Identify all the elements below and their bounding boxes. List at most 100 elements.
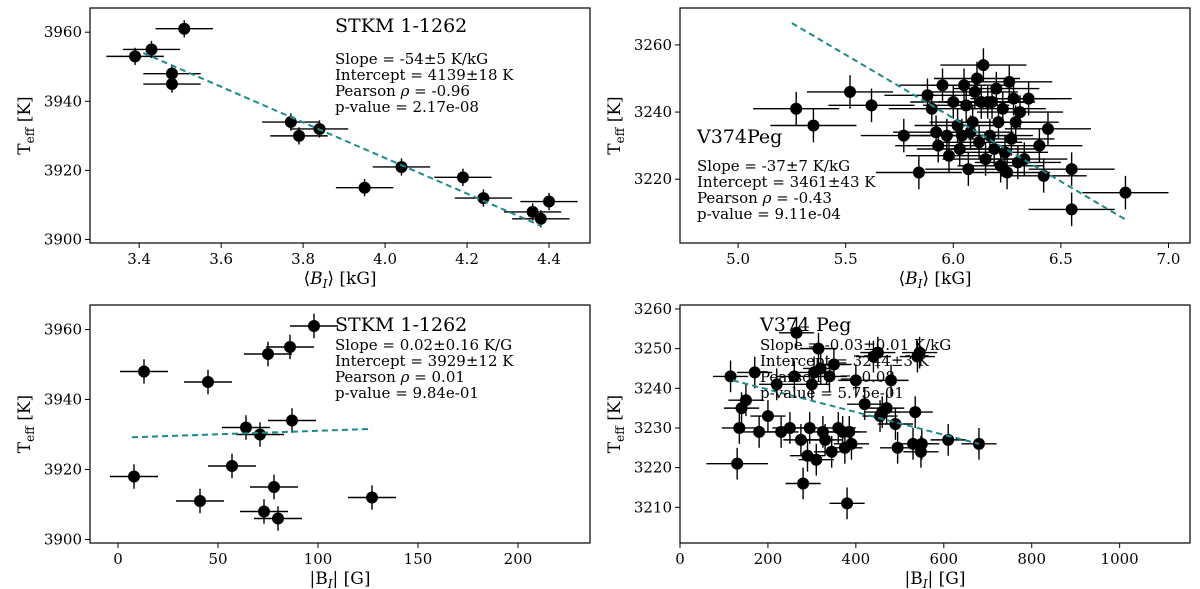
data-point (996, 128, 1083, 163)
point-marker (880, 402, 893, 415)
data-point (236, 422, 284, 447)
plot-frame (89, 304, 591, 544)
point-marker (841, 497, 854, 510)
point-marker (129, 50, 142, 63)
stat-line: Pearson ρ = -0.43 (697, 189, 832, 207)
data-point (290, 313, 338, 339)
data-point (964, 155, 1051, 190)
data-point (827, 431, 863, 464)
point-marker (284, 341, 296, 353)
data-point (434, 168, 492, 186)
point-marker (165, 78, 178, 91)
x-tick-label: 150 (404, 550, 433, 568)
point-marker (293, 129, 306, 142)
data-point (110, 464, 158, 489)
point-marker (843, 425, 856, 438)
data-point (176, 488, 224, 514)
point-marker (240, 421, 252, 434)
point-marker (138, 365, 150, 378)
x-tick-label: 4.2 (455, 250, 479, 268)
point-marker (358, 181, 371, 194)
point-marker (921, 89, 934, 102)
point-marker (254, 428, 266, 441)
data-point (372, 158, 431, 176)
x-tick-label: 200 (754, 550, 783, 568)
point-marker (958, 79, 971, 92)
data-point (106, 47, 164, 66)
fit-line (732, 379, 980, 445)
x-tick-label: 5.0 (726, 250, 750, 268)
plot-frame (679, 304, 1191, 544)
data-point (512, 210, 570, 228)
point-marker (962, 163, 975, 176)
x-tick-label: 4.0 (373, 250, 397, 268)
data-point (798, 443, 834, 476)
point-marker (988, 143, 1001, 155)
x-axis-label: |BI| [G] (905, 569, 966, 589)
stat-line: Intercept = 3244±3 K (760, 352, 930, 370)
point-marker (202, 376, 214, 388)
point-marker (932, 139, 945, 152)
data-point (270, 127, 328, 145)
data-point (222, 415, 270, 440)
stat-line: Slope = -0.03±0.01 K/kG (760, 336, 951, 354)
point-marker (865, 99, 878, 112)
point-marker (891, 441, 904, 454)
y-tick-label: 3900 (44, 231, 82, 249)
point-marker (395, 160, 408, 173)
point-marker (1022, 92, 1035, 105)
point-marker (915, 437, 928, 450)
data-point (869, 392, 905, 424)
data-point (860, 336, 896, 369)
data-point (712, 360, 749, 393)
point-marker (970, 72, 983, 85)
panel-title: STKM 1-1262 (335, 314, 467, 336)
point-marker (803, 421, 816, 434)
x-tick-label: 3.8 (291, 250, 315, 268)
fit-line (131, 427, 373, 439)
point-marker (258, 505, 270, 518)
point-marker (844, 85, 856, 98)
data-point (873, 364, 909, 397)
point-marker (819, 433, 832, 446)
data-point (838, 364, 874, 397)
data-point (966, 65, 1053, 99)
data-point (266, 334, 314, 360)
point-marker (1001, 166, 1014, 179)
point-marker (770, 378, 783, 391)
point-marker (794, 433, 807, 446)
x-tick-label: 3.4 (127, 250, 151, 268)
point-marker (1065, 203, 1078, 216)
data-point (961, 135, 1048, 170)
data-point (520, 192, 578, 211)
y-tick-label: 3960 (44, 321, 82, 339)
point-marker (753, 425, 766, 438)
x-axis-label: ⟨BI⟩ [kG] (898, 269, 971, 291)
data-point (1028, 192, 1115, 227)
data-point (120, 359, 168, 384)
point-marker (226, 460, 238, 472)
data-point (750, 400, 786, 432)
data-point (1028, 152, 1115, 186)
data-point (776, 360, 812, 393)
stat-line: Slope = -37±7 K/kG (697, 157, 850, 175)
data-point (940, 48, 1027, 82)
point-marker (534, 212, 547, 225)
stat-line: p-value = 5.75e-01 (760, 384, 904, 402)
fit-line (791, 22, 1126, 221)
y-tick-label: 3940 (44, 92, 82, 110)
point-marker (731, 457, 744, 470)
data-point (753, 91, 840, 126)
y-tick-label: 3260 (634, 36, 672, 54)
y-axis-label: Teff [K] (15, 96, 37, 154)
point-marker (885, 374, 898, 387)
stat-line: p-value = 2.17e-08 (335, 98, 479, 116)
point-marker (790, 102, 803, 115)
data-point (348, 485, 396, 510)
point-marker (807, 119, 820, 132)
point-marker (748, 366, 761, 379)
x-tick-label: 6.5 (1049, 250, 1073, 268)
point-marker (823, 370, 836, 383)
data-point (904, 427, 940, 460)
point-marker (733, 421, 746, 434)
